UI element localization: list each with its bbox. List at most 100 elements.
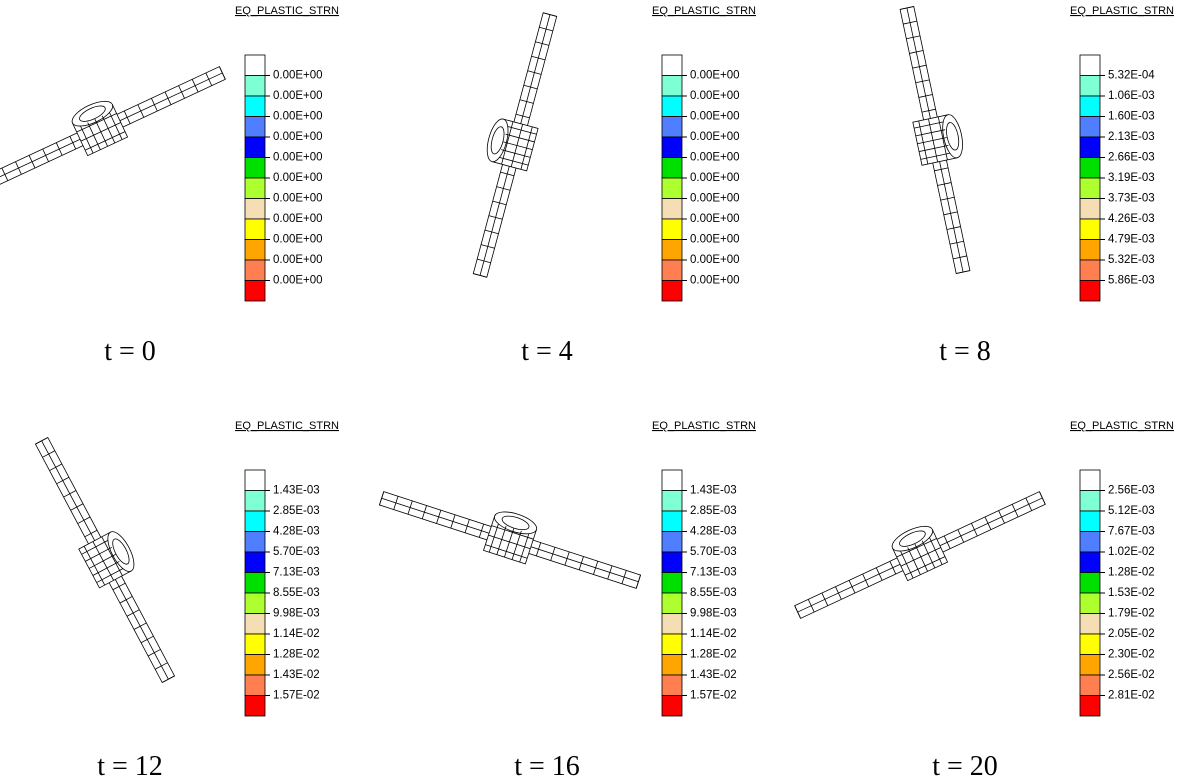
- legend-label: 0.00E+00: [273, 234, 323, 246]
- legend-title: EQ_PLASTIC_STRN: [1070, 420, 1174, 432]
- legend-swatch: [662, 573, 682, 594]
- legend-swatch: [1080, 199, 1100, 220]
- legend-swatch: [662, 219, 682, 240]
- mesh: [26, 428, 192, 688]
- legend-label: 2.66E-03: [1108, 152, 1155, 164]
- legend-label: 0.00E+00: [273, 152, 323, 164]
- legend-title: EQ_PLASTIC_STRN: [235, 420, 339, 432]
- legend-label: 0.00E+00: [690, 70, 740, 82]
- legend-swatch: [662, 199, 682, 220]
- legend-label: 2.56E-02: [1108, 669, 1155, 681]
- mesh: [376, 473, 647, 599]
- legend-swatch: [245, 55, 265, 76]
- legend-swatch: [662, 55, 682, 76]
- legend-label: 0.00E+00: [690, 172, 740, 184]
- legend-swatch: [1080, 634, 1100, 655]
- legend-label: 0.00E+00: [273, 131, 323, 143]
- legend-swatch: [1080, 281, 1100, 302]
- legend-label: 7.13E-03: [690, 567, 737, 579]
- legend-label: 4.28E-03: [690, 526, 737, 538]
- legend-label: 5.70E-03: [273, 546, 320, 558]
- legend-label: 9.98E-03: [273, 608, 320, 620]
- legend-label: 4.26E-03: [1108, 213, 1155, 225]
- legend-label: 0.00E+00: [273, 90, 323, 102]
- legend-swatch: [245, 137, 265, 158]
- legend-swatch: [662, 552, 682, 573]
- legend-swatch: [245, 696, 265, 717]
- legend-label: 1.57E-02: [273, 690, 320, 702]
- legend-swatch: [245, 117, 265, 138]
- legend-label: 0.00E+00: [690, 234, 740, 246]
- legend-label: 5.86E-03: [1108, 275, 1155, 287]
- legend-swatch: [1080, 76, 1100, 97]
- legend-swatch: [1080, 655, 1100, 676]
- legend-label: 3.19E-03: [1108, 172, 1155, 184]
- legend-label: 2.05E-02: [1108, 628, 1155, 640]
- legend-swatch: [662, 491, 682, 512]
- legend-label: 1.43E-02: [690, 669, 737, 681]
- legend-swatch: [245, 511, 265, 532]
- legend-swatch: [245, 96, 265, 117]
- legend-swatch: [1080, 552, 1100, 573]
- legend-swatch: [662, 137, 682, 158]
- legend-label: 0.00E+00: [273, 193, 323, 205]
- legend-title: EQ_PLASTIC_STRN: [1070, 5, 1174, 17]
- legend-swatch: [245, 634, 265, 655]
- legend-swatch: [1080, 573, 1100, 594]
- legend-label: 1.28E-02: [1108, 567, 1155, 579]
- legend-label: 0.00E+00: [273, 111, 323, 123]
- legend-swatch: [1080, 219, 1100, 240]
- caption: t = 4: [521, 336, 573, 367]
- legend-swatch: [245, 470, 265, 491]
- legend-label: 1.43E-03: [273, 485, 320, 497]
- legend-label: 0.00E+00: [690, 131, 740, 143]
- legend-swatch: [662, 614, 682, 635]
- legend-swatch: [662, 281, 682, 302]
- legend-swatch: [245, 573, 265, 594]
- legend-label: 2.56E-03: [1108, 485, 1155, 497]
- legend-swatch: [1080, 511, 1100, 532]
- legend-swatch: [245, 614, 265, 635]
- legend-swatch: [245, 593, 265, 614]
- panel: EQ_PLASTIC_STRN 0.00E+00 0.00E+00 0.00E+00 0…: [0, 5, 339, 367]
- legend-swatch: [662, 675, 682, 696]
- legend-label: 8.55E-03: [690, 587, 737, 599]
- legend-swatch: [662, 634, 682, 655]
- legend-swatch: [1080, 470, 1100, 491]
- mesh: [889, 2, 989, 275]
- legend-swatch: [662, 532, 682, 553]
- legend-swatch: [245, 219, 265, 240]
- legend-label: 1.57E-02: [690, 690, 737, 702]
- legend-swatch: [1080, 260, 1100, 281]
- legend-swatch: [245, 199, 265, 220]
- legend-label: 1.53E-02: [1108, 587, 1155, 599]
- legend-swatch: [245, 178, 265, 199]
- legend-swatch: [662, 76, 682, 97]
- legend-swatch: [662, 260, 682, 281]
- legend-label: 9.98E-03: [690, 608, 737, 620]
- legend-swatch: [245, 532, 265, 553]
- legend-label: 0.00E+00: [690, 213, 740, 225]
- legend-swatch: [245, 260, 265, 281]
- legend-label: 1.02E-02: [1108, 546, 1155, 558]
- legend-label: 2.13E-03: [1108, 131, 1155, 143]
- legend-swatch: [662, 96, 682, 117]
- legend-label: 7.67E-03: [1108, 526, 1155, 538]
- legend-label: 4.79E-03: [1108, 234, 1155, 246]
- legend-swatch: [1080, 158, 1100, 179]
- legend-title: EQ_PLASTIC_STRN: [235, 5, 339, 17]
- panel: EQ_PLASTIC_STRN1.43E-032.85E-034.28E-035…: [376, 420, 756, 780]
- legend-swatch: [1080, 696, 1100, 717]
- panel: EQ_PLASTIC_STRN5.32E-041.06E-031.60E-032…: [889, 2, 1174, 367]
- legend-label: 0.00E+00: [273, 275, 323, 287]
- panel: EQ_PLASTIC_STRN0.00E+000.00E+000.00E+000…: [454, 5, 756, 367]
- legend-label: 5.12E-03: [1108, 505, 1155, 517]
- legend-swatch: [245, 240, 265, 261]
- panel: EQ_PLASTIC_STRN 2.56E-03 5.12E-03 7.67E-03 1…: [786, 420, 1174, 780]
- figure: EQ_PLASTIC_STRN 0.00E+00 0.00E+00 0.00E+00 0…: [0, 0, 1197, 780]
- legend-label: 1.79E-02: [1108, 608, 1155, 620]
- legend-label: 0.00E+00: [690, 152, 740, 164]
- legend-label: 0.00E+00: [690, 254, 740, 266]
- mesh: [454, 8, 567, 280]
- legend-label: 2.85E-03: [273, 505, 320, 517]
